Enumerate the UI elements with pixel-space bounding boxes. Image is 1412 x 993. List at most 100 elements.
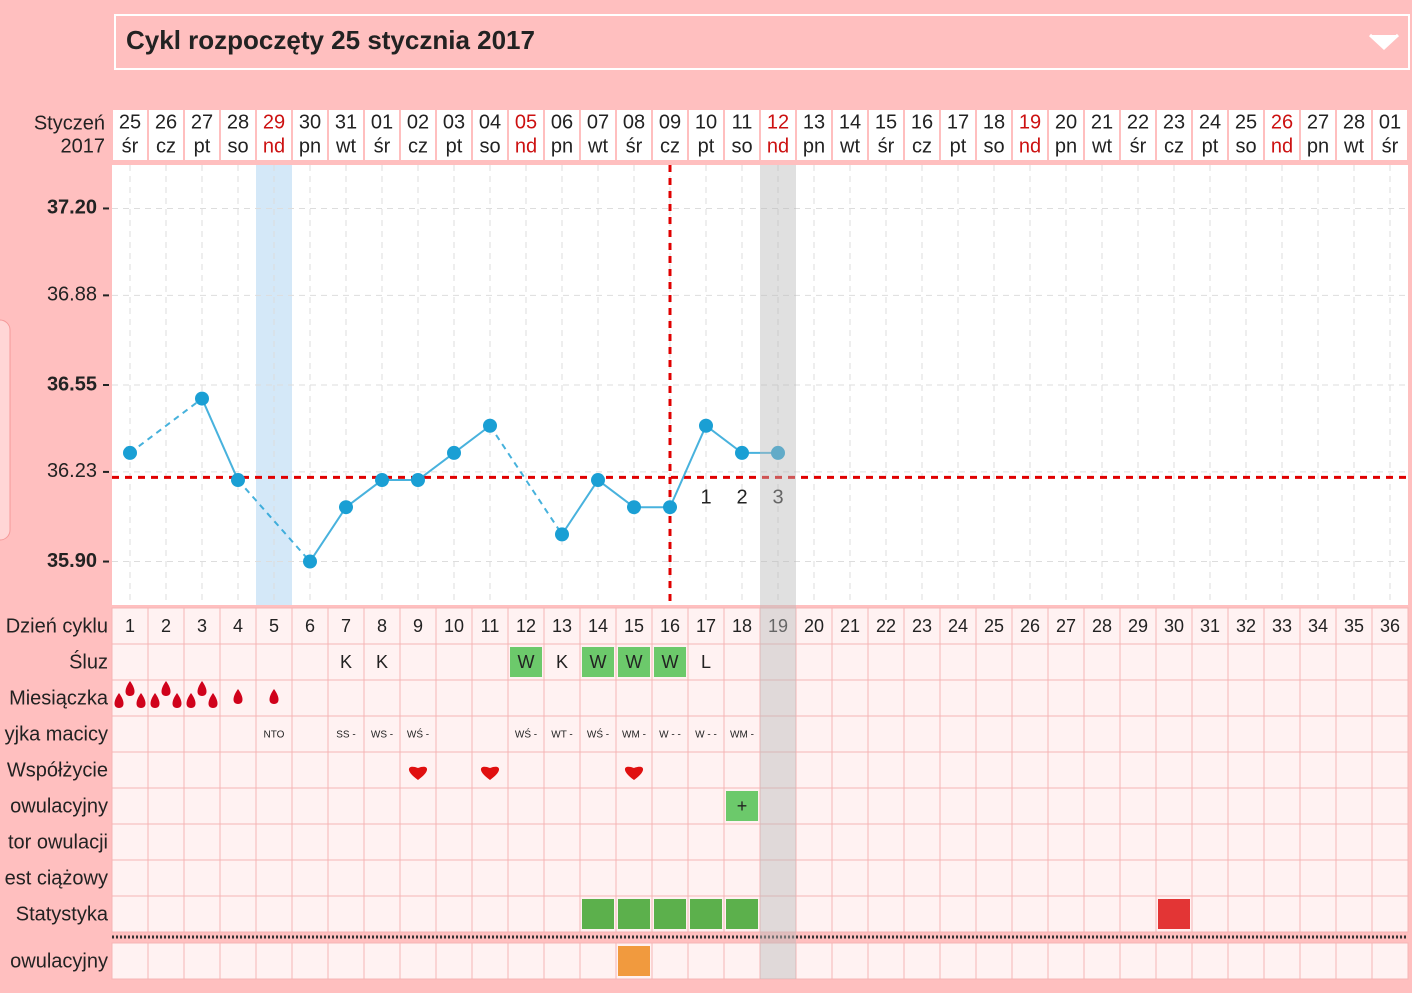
cell <box>1299 607 1337 645</box>
cycle-day: 4 <box>233 616 243 636</box>
date: 26 <box>155 111 177 133</box>
cell <box>1011 607 1049 645</box>
dropdown-arrow[interactable] <box>1368 33 1400 51</box>
date: 27 <box>1307 111 1329 133</box>
cell <box>651 751 689 789</box>
cell <box>831 787 869 825</box>
cell <box>471 823 509 861</box>
cell <box>867 942 905 980</box>
temperature-point <box>375 473 389 488</box>
cell <box>1335 679 1373 717</box>
date-cell <box>329 110 363 160</box>
date-cell <box>509 110 543 160</box>
cell <box>219 823 257 861</box>
cell <box>939 643 977 681</box>
cell <box>1191 607 1229 645</box>
cell <box>507 859 545 897</box>
cycle-selector[interactable] <box>114 14 1410 70</box>
cell <box>1335 715 1373 753</box>
cell <box>1227 787 1265 825</box>
cell <box>147 823 185 861</box>
cycle-day: 35 <box>1344 616 1364 636</box>
cell <box>291 823 329 861</box>
cell <box>975 607 1013 645</box>
cell-text: WŚ - <box>407 728 429 741</box>
date-cell <box>1301 110 1335 160</box>
cell <box>399 859 437 897</box>
cell <box>1047 643 1085 681</box>
cell <box>435 643 473 681</box>
date: 28 <box>227 111 249 133</box>
date-cell <box>653 110 687 160</box>
date: 17 <box>947 111 969 133</box>
month: Styczeń <box>34 112 105 134</box>
date: 25 <box>119 111 141 133</box>
cell <box>291 751 329 789</box>
cell <box>543 787 581 825</box>
cycle-day: 27 <box>1056 616 1076 636</box>
cell <box>1191 823 1229 861</box>
row-label: est ciążowy <box>5 867 108 889</box>
cell <box>1335 823 1373 861</box>
cell <box>615 679 653 717</box>
heart <box>480 766 500 780</box>
cell <box>687 942 725 980</box>
cell <box>975 942 1013 980</box>
weekday: pt <box>1202 135 1219 157</box>
cell <box>1047 823 1085 861</box>
cell-text: WS - <box>371 730 393 741</box>
cell <box>867 643 905 681</box>
weekday: cz <box>408 135 428 157</box>
gap-connector <box>129 397 203 454</box>
date-cell <box>797 110 831 160</box>
date-cell <box>185 110 219 160</box>
cycle-day: 8 <box>377 616 387 636</box>
cell <box>723 859 761 897</box>
cell <box>471 942 509 980</box>
date: 04 <box>479 111 501 133</box>
date-cell <box>149 110 183 160</box>
cell <box>795 942 833 980</box>
date: 02 <box>407 111 429 133</box>
date: 08 <box>623 111 645 133</box>
cycle-day: 16 <box>660 616 680 636</box>
cell <box>1299 751 1337 789</box>
row-label: tor owulacji <box>8 831 108 853</box>
cell <box>1263 942 1301 980</box>
cell <box>111 823 149 861</box>
cell <box>1119 679 1157 717</box>
cell <box>687 751 725 789</box>
cell <box>435 679 473 717</box>
temperature-point <box>123 445 137 460</box>
weekday: nd <box>1019 135 1041 157</box>
cell <box>831 751 869 789</box>
cell <box>1011 715 1049 753</box>
cell <box>471 787 509 825</box>
temperature-point <box>411 473 425 488</box>
cell <box>435 895 473 933</box>
weekday: śr <box>122 135 139 157</box>
cell <box>111 942 149 980</box>
cell <box>1227 859 1265 897</box>
cell <box>1083 607 1121 645</box>
cell <box>471 607 509 645</box>
cell <box>255 895 293 933</box>
cell <box>363 679 401 717</box>
cell-text: K <box>556 652 568 672</box>
cell <box>1011 751 1049 789</box>
row-label: Dzień cyklu <box>6 615 108 637</box>
cycle-day: 9 <box>413 616 423 636</box>
side-tab[interactable] <box>0 319 11 541</box>
cell <box>1263 751 1301 789</box>
cell <box>1083 823 1121 861</box>
cell <box>651 607 689 645</box>
cell <box>255 751 293 789</box>
date: 09 <box>659 111 681 133</box>
cell <box>1155 643 1193 681</box>
weekday: so <box>1235 135 1256 157</box>
cell <box>219 895 257 933</box>
cycle-day: 6 <box>305 616 315 636</box>
cell-text: K <box>340 652 352 672</box>
cell <box>831 715 869 753</box>
drop <box>172 693 182 708</box>
